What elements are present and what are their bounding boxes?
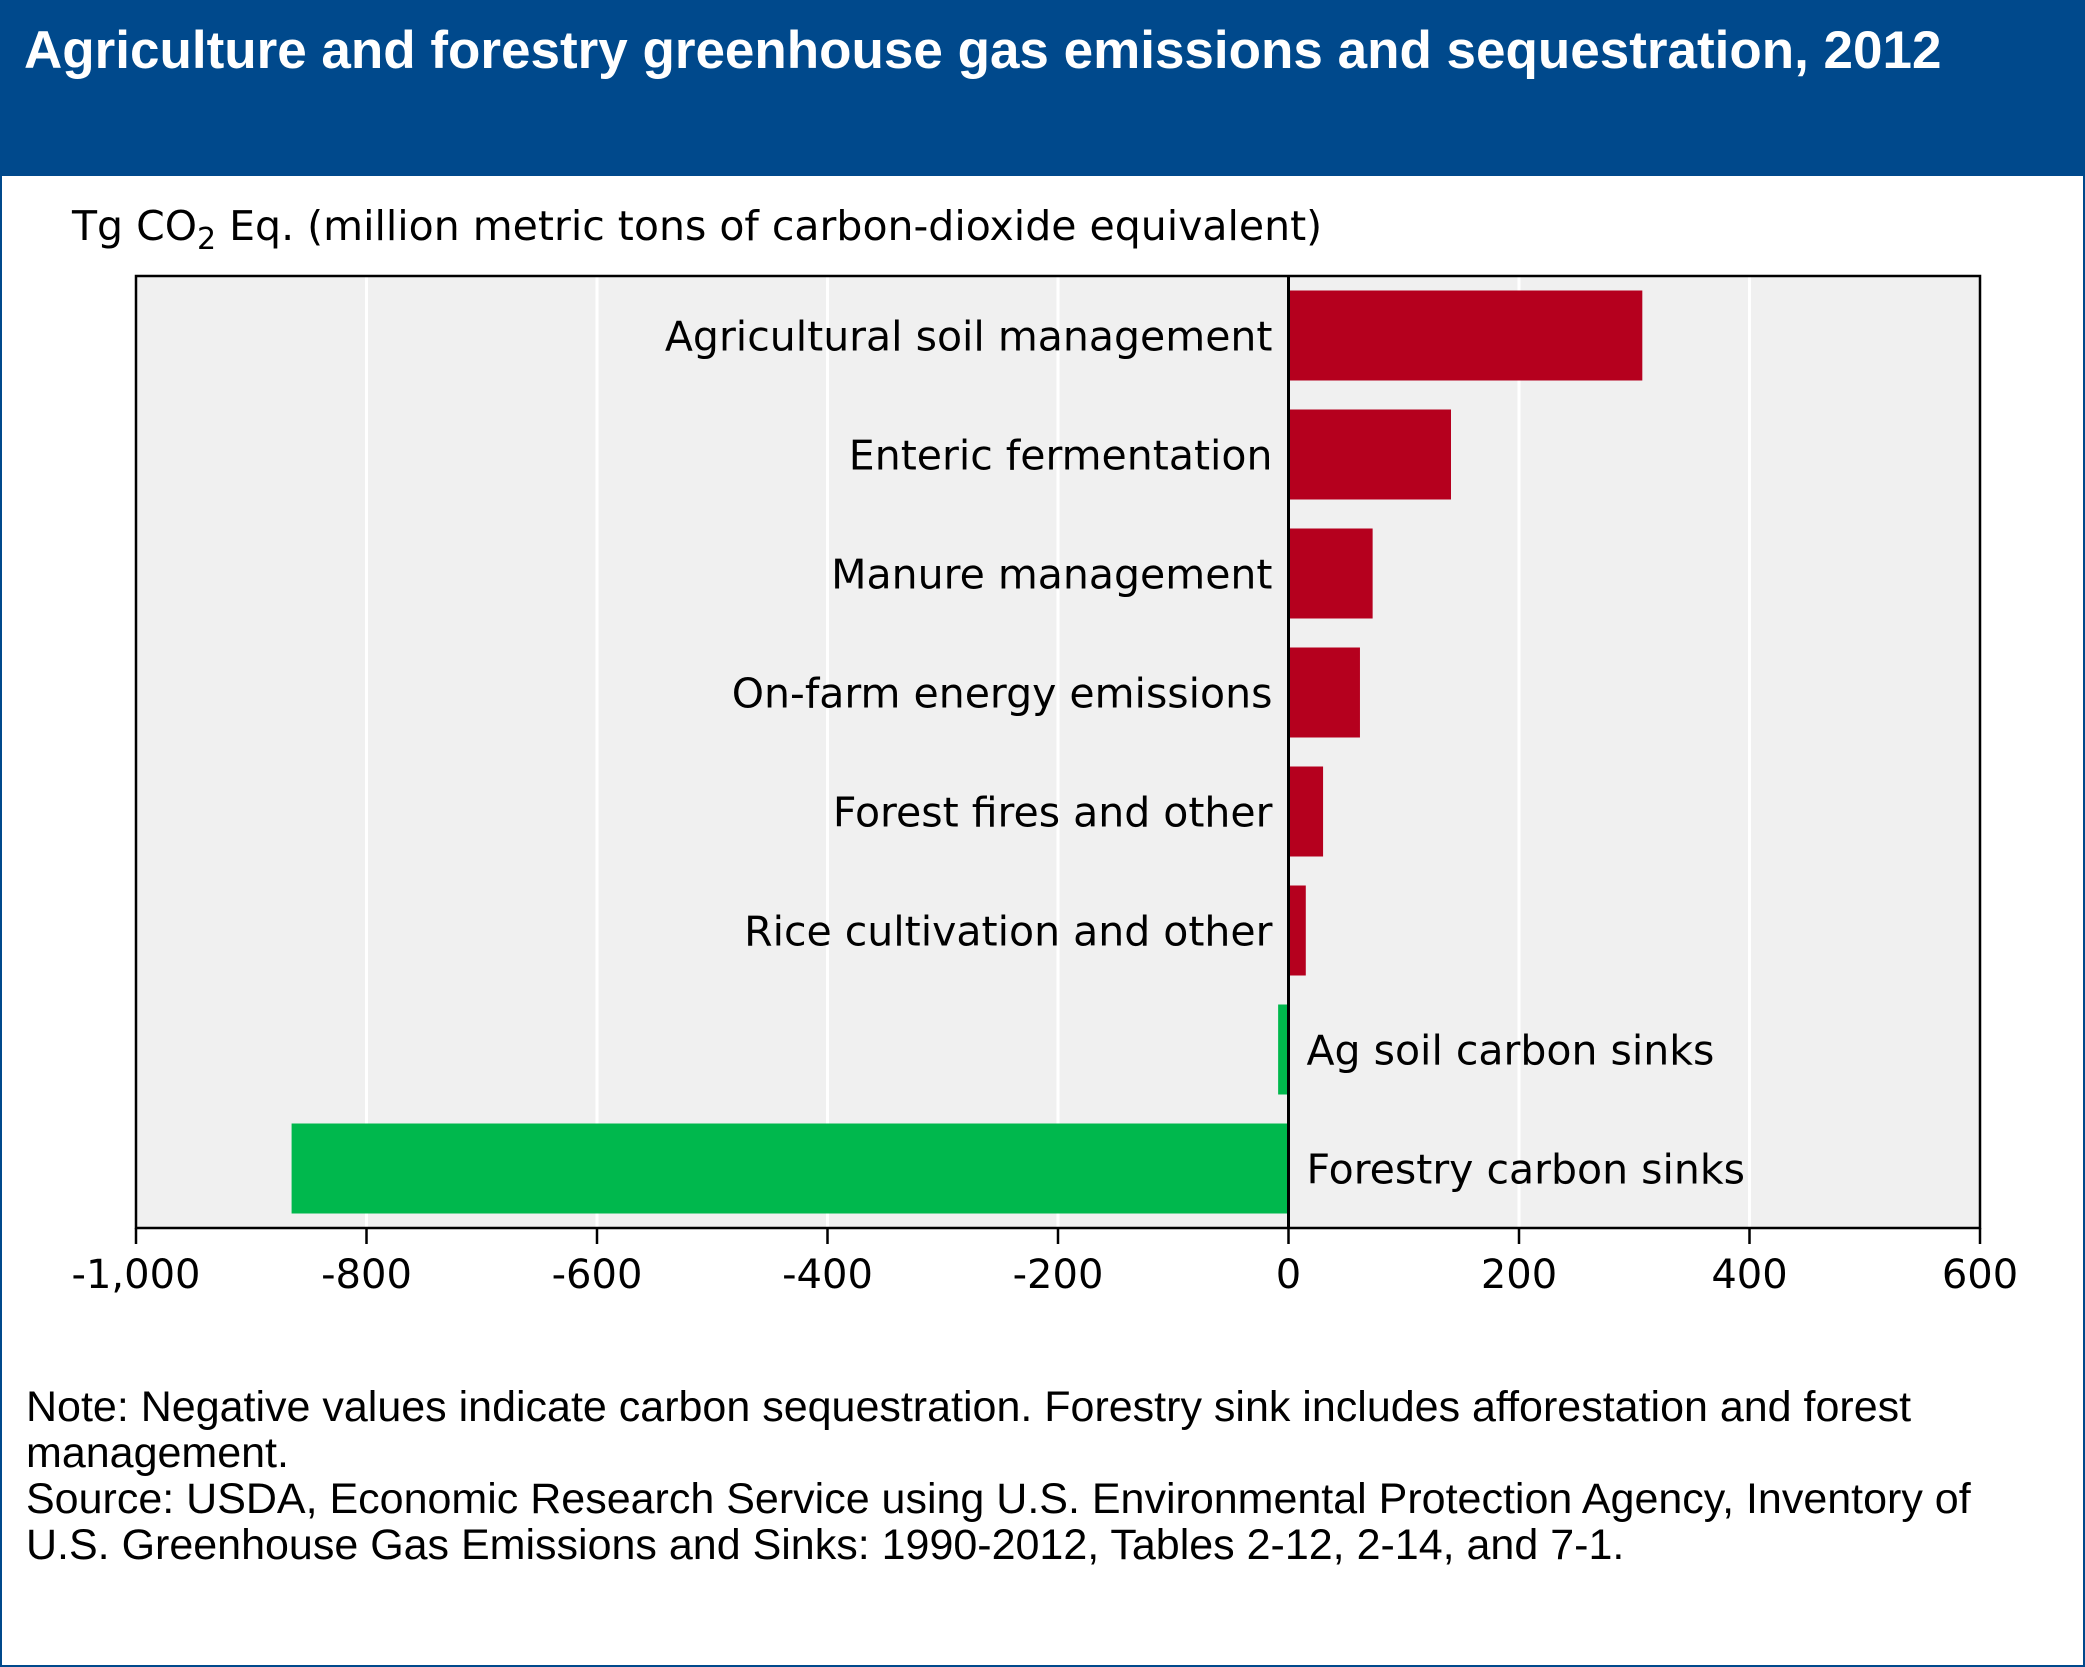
- category-label: Enteric fermentation: [849, 432, 1273, 480]
- category-label: Manure management: [831, 551, 1272, 599]
- bar: [1288, 528, 1373, 619]
- category-label: Ag soil carbon sinks: [1307, 1027, 1715, 1075]
- bar: [1278, 1004, 1289, 1095]
- bar: [291, 1123, 1289, 1214]
- category-label: Agricultural soil management: [665, 313, 1273, 361]
- unit-suffix: Eq. (million metric tons of carbon-dioxi…: [216, 202, 1323, 250]
- chart-source: Source: USDA, Economic Research Service …: [26, 1475, 1971, 1569]
- x-tick-label: -200: [1013, 1252, 1104, 1298]
- category-label: Forestry carbon sinks: [1307, 1146, 1745, 1194]
- bar: [1288, 290, 1643, 381]
- bar: [1288, 409, 1452, 500]
- bar-chart: -1,000 -800 -600 -400 -200 0 200 400 600 Agricult…: [72, 274, 2018, 1298]
- x-tick-label: -400: [782, 1252, 873, 1298]
- notes-block: Note: Negative values indicate carbon se…: [26, 1384, 2056, 1568]
- x-tick-label: -1,000: [72, 1252, 201, 1298]
- axis-unit-label: Tg CO2 Eq. (million metric tons of carbo…: [72, 200, 1322, 266]
- x-tick-label: -800: [321, 1252, 412, 1298]
- bar: [1288, 885, 1306, 976]
- x-tick-label: -600: [552, 1252, 643, 1298]
- bar: [1288, 647, 1360, 738]
- x-tick-label: 200: [1481, 1252, 1557, 1298]
- unit-subscript: 2: [197, 222, 217, 258]
- x-tick-label: 0: [1276, 1252, 1301, 1298]
- x-tick-label: 400: [1711, 1252, 1787, 1298]
- category-label: Forest fires and other: [833, 789, 1273, 837]
- bar: [1288, 766, 1324, 857]
- category-label: Rice cultivation and other: [744, 908, 1273, 956]
- chart-title: Agriculture and forestry greenhouse gas …: [24, 21, 1942, 80]
- title-banner: Agriculture and forestry greenhouse gas …: [2, 2, 2083, 176]
- chart-note: Note: Negative values indicate carbon se…: [26, 1383, 1912, 1477]
- unit-prefix: Tg CO: [72, 202, 198, 250]
- x-tick-label: 600: [1942, 1252, 2018, 1298]
- category-label: On-farm energy emissions: [732, 670, 1273, 718]
